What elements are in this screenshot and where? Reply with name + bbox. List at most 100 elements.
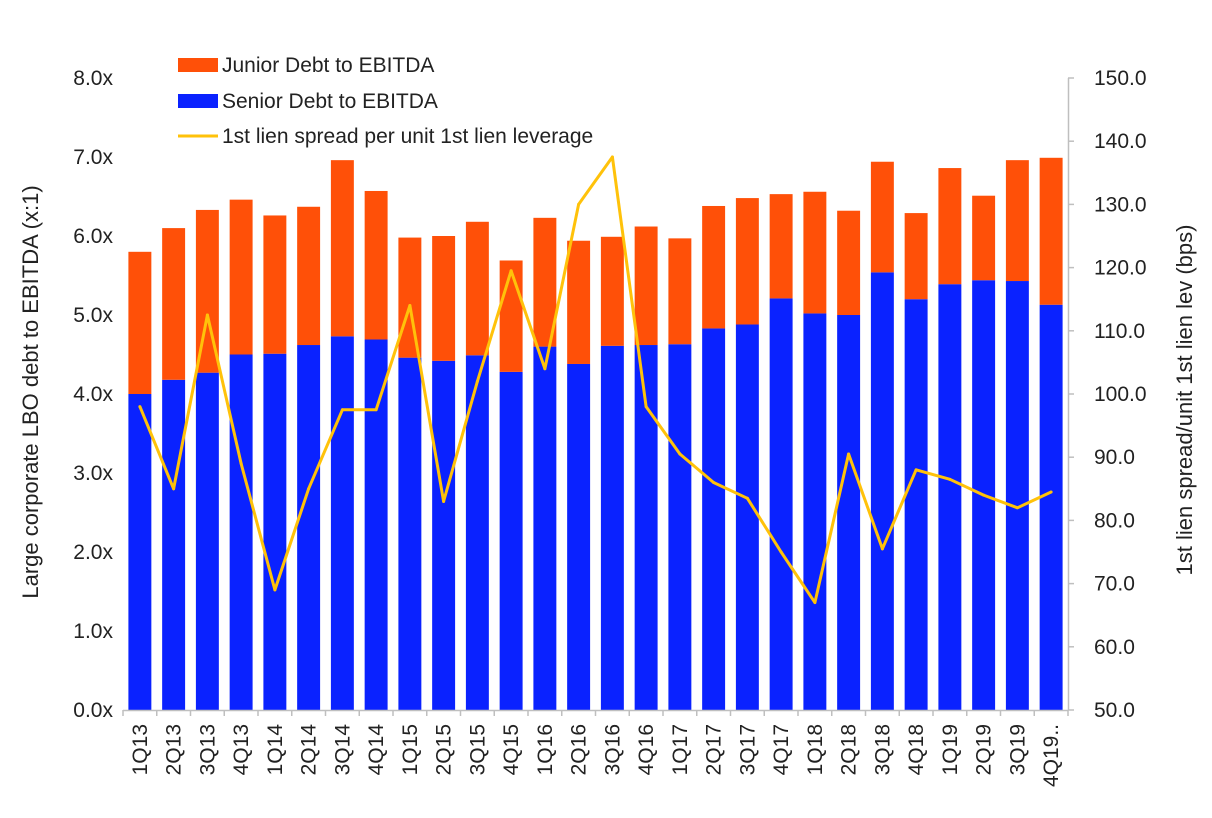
x-axis-ticks: 1Q13 2Q13 3Q13 4Q13 1Q14 2Q14 3Q14 4Q14 1Q15 2Q15…: [122, 710, 1069, 787]
x-tick-label-1Q14: 1Q14: [264, 724, 287, 776]
right-tick-label: 60.0: [1094, 636, 1135, 659]
spread-point-4Q15: [509, 269, 513, 273]
bar-junior-3Q17: [735, 198, 759, 325]
bar-junior-1Q14: [263, 215, 287, 354]
right-tick-label: 120.0: [1094, 257, 1147, 280]
spread-point-2Q18: [847, 452, 851, 456]
junior-debt-bars: [128, 157, 1063, 394]
bar-junior-3Q16: [600, 236, 624, 346]
left-tick-label: 4.0x: [73, 383, 113, 406]
x-tick-label-3Q18: 3Q18: [871, 724, 894, 775]
spread-point-1Q14: [273, 588, 277, 592]
x-tick-label-4Q14: 4Q14: [365, 724, 388, 776]
bar-senior-4Q17: [769, 298, 793, 710]
spread-point-4Q19..: [1049, 490, 1053, 494]
bar-junior-2Q13: [162, 228, 186, 380]
bar-senior-4Q19..: [1039, 304, 1063, 710]
bar-senior-1Q15: [398, 357, 422, 710]
spread-point-4Q14: [374, 408, 378, 412]
spread-point-2Q13: [172, 487, 176, 491]
bar-senior-3Q16: [600, 345, 624, 710]
bar-junior-2Q14: [297, 206, 321, 346]
left-tick-label: 0.0x: [73, 699, 113, 722]
x-tick-label-3Q19: 3Q19: [1006, 724, 1029, 775]
spread-point-2Q19: [982, 493, 986, 497]
bar-senior-2Q14: [297, 345, 321, 710]
spread-line-layer: [138, 155, 1053, 605]
left-tick-label: 1.0x: [73, 620, 113, 643]
x-tick-label-2Q13: 2Q13: [163, 724, 186, 775]
x-tick-label-3Q17: 3Q17: [736, 724, 759, 775]
spread-point-4Q13: [239, 462, 243, 466]
spread-line: [138, 155, 1052, 605]
bar-junior-4Q18: [904, 213, 928, 300]
legend: Junior Debt to EBITDA Senior Debt to EBI…: [178, 54, 593, 148]
x-tick-label-2Q16: 2Q16: [568, 724, 591, 775]
x-tick-label-2Q19: 2Q19: [973, 724, 996, 775]
spread-point-3Q19: [1015, 506, 1019, 510]
bar-senior-2Q18: [837, 315, 861, 710]
bar-senior-2Q16: [567, 363, 591, 710]
x-tick-label-4Q15: 4Q15: [500, 724, 523, 775]
x-tick-label-1Q13: 1Q13: [129, 724, 152, 775]
right-tick-label: 80.0: [1094, 509, 1135, 532]
left-tick-label: 6.0x: [73, 225, 113, 248]
spread-point-4Q17: [779, 550, 783, 554]
x-tick-label-2Q14: 2Q14: [298, 724, 321, 776]
bar-senior-1Q18: [803, 313, 827, 710]
bar-junior-4Q17: [769, 194, 793, 299]
bar-junior-3Q18: [870, 161, 894, 273]
x-tick-label-3Q16: 3Q16: [601, 724, 624, 775]
left-axis-title: Large corporate LBO debt to EBITDA (x:1): [18, 185, 43, 598]
bar-senior-1Q17: [668, 344, 692, 710]
spread-point-3Q17: [745, 496, 749, 500]
bar-senior-4Q18: [904, 299, 928, 710]
bar-junior-1Q16: [533, 217, 557, 347]
left-tick-label: 8.0x: [73, 67, 113, 90]
legend-label-senior: Senior Debt to EBITDA: [222, 90, 438, 113]
bar-senior-3Q13: [195, 372, 219, 710]
right-tick-label: 50.0: [1094, 699, 1135, 722]
spread-point-3Q18: [880, 547, 884, 551]
right-axis-title: 1st lien spread/unit 1st lien lev (bps): [1172, 225, 1197, 576]
x-tick-label-1Q19: 1Q19: [939, 724, 962, 775]
right-tick-label: 90.0: [1094, 446, 1135, 469]
x-tick-label-3Q13: 3Q13: [196, 724, 219, 775]
bar-junior-4Q19..: [1039, 157, 1063, 305]
x-tick-label-1Q16: 1Q16: [534, 724, 557, 775]
x-tick-label-4Q16: 4Q16: [635, 724, 658, 775]
x-tick-label-2Q15: 2Q15: [433, 724, 456, 775]
bar-junior-3Q19: [1005, 160, 1029, 282]
bar-junior-2Q19: [972, 195, 996, 281]
bar-senior-4Q13: [229, 354, 253, 710]
right-axis-ticks: 50.0 60.0 70.0 80.0 90.0 100.0 110.0 120.0 130.0…: [1068, 67, 1147, 722]
spread-point-1Q15: [408, 304, 412, 308]
bar-junior-3Q13: [195, 209, 219, 373]
spread-point-3Q15: [475, 379, 479, 383]
legend-swatch-junior: [178, 58, 218, 72]
bar-senior-4Q15: [499, 371, 523, 710]
bar-senior-3Q15: [465, 355, 489, 710]
right-tick-label: 110.0: [1094, 320, 1145, 343]
legend-label-spread: 1st lien spread per unit 1st lien levera…: [222, 125, 593, 148]
bar-junior-4Q15: [499, 260, 523, 372]
right-tick-label: 130.0: [1094, 193, 1147, 216]
x-tick-label-2Q17: 2Q17: [703, 724, 726, 775]
spread-point-1Q13: [138, 405, 142, 409]
bar-senior-3Q17: [735, 324, 759, 710]
right-tick-label: 70.0: [1094, 573, 1135, 596]
spread-point-4Q18: [914, 468, 918, 472]
bar-junior-2Q17: [702, 205, 726, 329]
bar-senior-4Q14: [364, 339, 388, 710]
left-tick-label: 3.0x: [73, 462, 113, 485]
x-tick-label-3Q15: 3Q15: [466, 724, 489, 775]
bar-senior-4Q16: [634, 345, 658, 710]
bar-senior-3Q18: [870, 272, 894, 710]
bar-senior-2Q17: [702, 328, 726, 710]
bar-junior-2Q15: [432, 236, 456, 361]
spread-point-2Q17: [712, 480, 716, 484]
bar-junior-1Q13: [128, 251, 152, 394]
bar-junior-4Q13: [229, 199, 253, 355]
